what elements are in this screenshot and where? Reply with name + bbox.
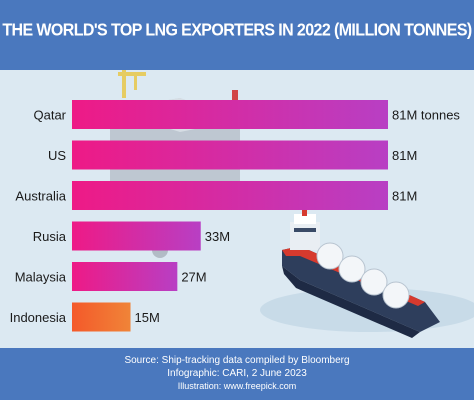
category-label-malaysia: Malaysia	[15, 270, 67, 285]
footer-banner: Source: Ship-tracking data compiled by B…	[0, 348, 474, 400]
value-label-australia: 81M	[392, 189, 417, 204]
illustration-credit: Illustration: www.freepick.com	[177, 381, 297, 391]
value-label-rusia: 33M	[205, 229, 230, 244]
chart-title: THE WORLD'S TOP LNG EXPORTERS IN 2022 (M…	[2, 20, 472, 40]
infographic-credit: Infographic: CARI, 2 June 2023	[167, 368, 307, 379]
bar-qatar	[72, 100, 388, 129]
header-banner: THE WORLD'S TOP LNG EXPORTERS IN 2022 (M…	[0, 0, 474, 70]
category-label-indonesia: Indonesia	[10, 310, 67, 325]
value-label-indonesia: 15M	[135, 310, 160, 325]
bar-malaysia	[72, 262, 178, 291]
bar-chart: Qatar 81M tonnes US 81M Australia 81M Rusia 33M…	[10, 100, 460, 332]
value-label-us: 81M	[392, 148, 417, 163]
bar-australia	[72, 181, 388, 210]
bar-indonesia	[72, 302, 131, 332]
category-label-us: US	[48, 148, 66, 163]
source-credit: Source: Ship-tracking data compiled by B…	[124, 355, 350, 366]
value-label-qatar: 81M tonnes	[392, 108, 460, 123]
lng-tanker-illustration	[260, 206, 474, 338]
category-label-qatar: Qatar	[33, 108, 66, 123]
bar-us	[72, 140, 388, 170]
category-label-rusia: Rusia	[33, 229, 67, 244]
value-label-malaysia: 27M	[181, 270, 206, 285]
bar-rusia	[72, 221, 201, 251]
category-label-australia: Australia	[15, 189, 66, 204]
